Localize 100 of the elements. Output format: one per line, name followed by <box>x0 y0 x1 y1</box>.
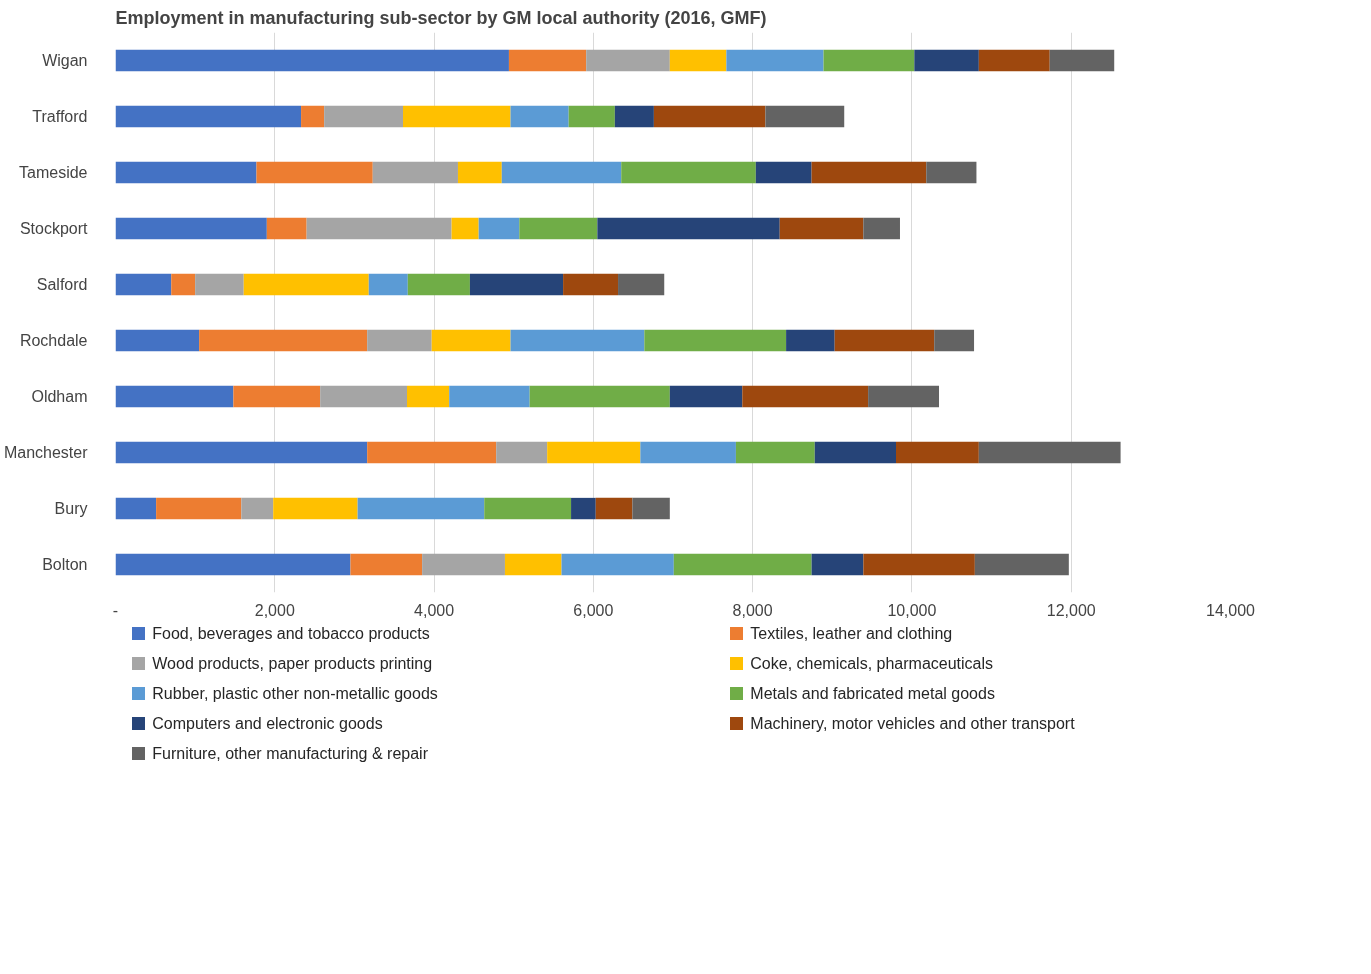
bar <box>868 385 940 408</box>
legend-label: Machinery, motor vehicles and other transport <box>750 715 1076 732</box>
bar <box>978 49 1050 72</box>
bar <box>243 273 369 296</box>
bar <box>974 553 1069 576</box>
bar <box>653 105 766 128</box>
bar <box>547 441 641 464</box>
bar <box>372 161 458 184</box>
bar <box>632 497 670 520</box>
bar <box>586 49 670 72</box>
bar <box>669 385 743 408</box>
x-tick-label: 10,000 <box>887 601 937 619</box>
bar <box>357 497 485 520</box>
bar <box>863 217 900 240</box>
bar <box>457 161 502 184</box>
bar <box>115 161 257 184</box>
bar <box>926 161 977 184</box>
y-tick-label: Oldham <box>31 388 88 405</box>
bar <box>563 273 619 296</box>
bar <box>786 329 835 352</box>
bar <box>195 273 244 296</box>
bar <box>431 329 511 352</box>
bar <box>814 441 896 464</box>
legend-label: Coke, chemicals, pharmaceuticals <box>750 655 994 672</box>
bar <box>241 497 274 520</box>
bar <box>273 497 358 520</box>
y-tick-label: Manchester <box>3 444 89 461</box>
y-tick-label: Tameside <box>19 164 88 181</box>
y-tick-label: Bury <box>54 500 88 517</box>
bar <box>266 217 307 240</box>
legend-label: Textiles, leather and clothing <box>750 625 953 642</box>
bar <box>863 553 975 576</box>
legend-label: Computers and electronic goods <box>152 715 383 732</box>
bar <box>115 329 200 352</box>
y-tick-label: Bolton <box>42 556 88 573</box>
bar <box>501 161 622 184</box>
bar <box>496 441 548 464</box>
bar <box>561 553 674 576</box>
bar <box>508 49 587 72</box>
y-tick-label: Stockport <box>19 220 89 237</box>
bar <box>735 441 815 464</box>
y-tick-label: Salford <box>36 276 88 293</box>
bar <box>755 161 812 184</box>
bar <box>621 161 756 184</box>
bar <box>256 161 373 184</box>
bar <box>811 161 927 184</box>
bar <box>914 49 979 72</box>
bar <box>510 105 569 128</box>
bar <box>669 49 727 72</box>
x-tick-label: 4,000 <box>414 601 455 619</box>
bar <box>978 441 1121 464</box>
x-tick-label: 2,000 <box>254 601 295 619</box>
bar <box>115 497 157 520</box>
bar <box>320 385 407 408</box>
x-tick-label: 6,000 <box>573 601 614 619</box>
y-tick-label: Rochdale <box>19 332 88 349</box>
bar <box>934 329 975 352</box>
chart-title: Employment in manufacturing sub-sector by GM local authority (2016, GMF) <box>115 7 767 28</box>
bar <box>406 385 450 408</box>
bar <box>403 105 511 128</box>
bar <box>449 385 530 408</box>
x-tick-label: 12,000 <box>1046 601 1096 619</box>
bar <box>519 217 598 240</box>
legend-label: Wood products, paper products printing <box>152 655 433 672</box>
bar <box>233 385 321 408</box>
bar <box>765 105 845 128</box>
bar <box>896 441 979 464</box>
bar <box>115 441 368 464</box>
bar <box>115 553 351 576</box>
legend-label: Metals and fabricated metal goods <box>750 685 995 702</box>
legend-label: Rubber, plastic other non-metallic goods <box>152 685 438 702</box>
bar <box>618 273 665 296</box>
bar <box>742 385 869 408</box>
bar <box>199 329 368 352</box>
bar <box>673 553 812 576</box>
y-tick-label: Trafford <box>32 108 88 125</box>
x-tick-label: 14,000 <box>1206 601 1256 619</box>
bar <box>115 273 172 296</box>
bar <box>115 105 302 128</box>
bar <box>779 217 864 240</box>
bar <box>504 553 562 576</box>
x-tick-label: - <box>112 601 119 619</box>
bar <box>597 217 780 240</box>
bar <box>529 385 670 408</box>
bar <box>595 497 633 520</box>
bar <box>640 441 736 464</box>
bar <box>1049 49 1115 72</box>
x-tick-label: 8,000 <box>732 601 773 619</box>
bar <box>115 49 509 72</box>
bar <box>324 105 404 128</box>
bar <box>306 217 452 240</box>
bar <box>510 329 645 352</box>
bar <box>614 105 654 128</box>
bar <box>301 105 325 128</box>
bar <box>469 273 564 296</box>
bar <box>478 217 520 240</box>
bar <box>726 49 824 72</box>
bar <box>368 273 408 296</box>
bar <box>156 497 242 520</box>
bar <box>422 553 505 576</box>
